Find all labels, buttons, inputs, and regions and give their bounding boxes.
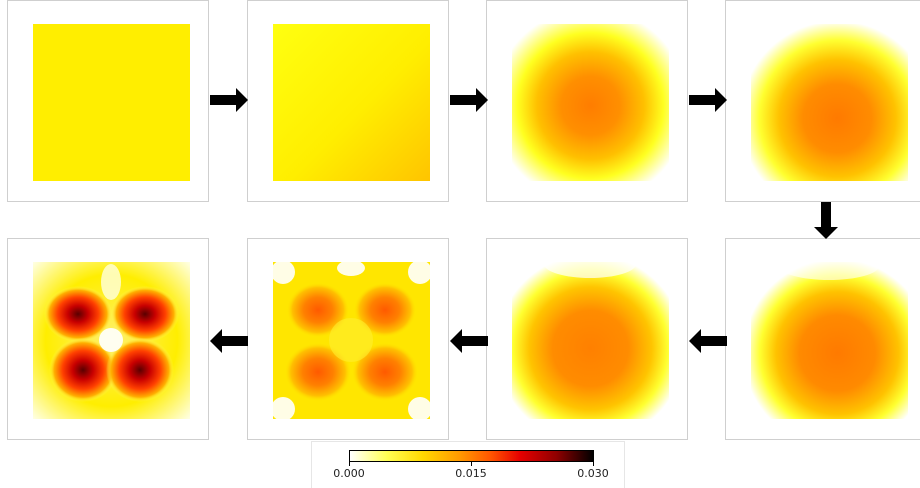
heatmap-2 [273,24,430,181]
panel-8 [7,238,209,440]
arrow-down [814,202,838,239]
panel-6 [486,238,688,440]
arrow-left-2 [450,329,488,353]
panel-7 [247,238,449,440]
panel-3 [486,0,688,202]
heatmap-7 [273,262,430,419]
colorbar-tick-max [593,462,594,466]
colorbar-min-label: 0.000 [333,467,365,480]
colorbar-tick-mid [471,462,472,466]
heatmap-4 [751,24,908,181]
arrow-right-3 [689,88,727,112]
panel-5 [725,238,920,440]
colorbar-tick-min [349,462,350,466]
arrow-right-1 [210,88,248,112]
panel-4 [725,0,920,202]
arrow-left-3 [210,329,248,353]
arrow-right-2 [450,88,488,112]
heatmap-8 [33,262,190,419]
panel-1 [7,0,209,202]
panel-2 [247,0,449,202]
heatmap-1 [33,24,190,181]
arrow-left-1 [689,329,727,353]
colorbar [349,450,594,462]
colorbar-max-label: 0.030 [577,467,609,480]
colorbar-mid-label: 0.015 [455,467,487,480]
heatmap-5 [751,262,908,419]
heatmap-6 [512,262,669,419]
colorbar-frame [311,441,625,488]
heatmap-3 [512,24,669,181]
